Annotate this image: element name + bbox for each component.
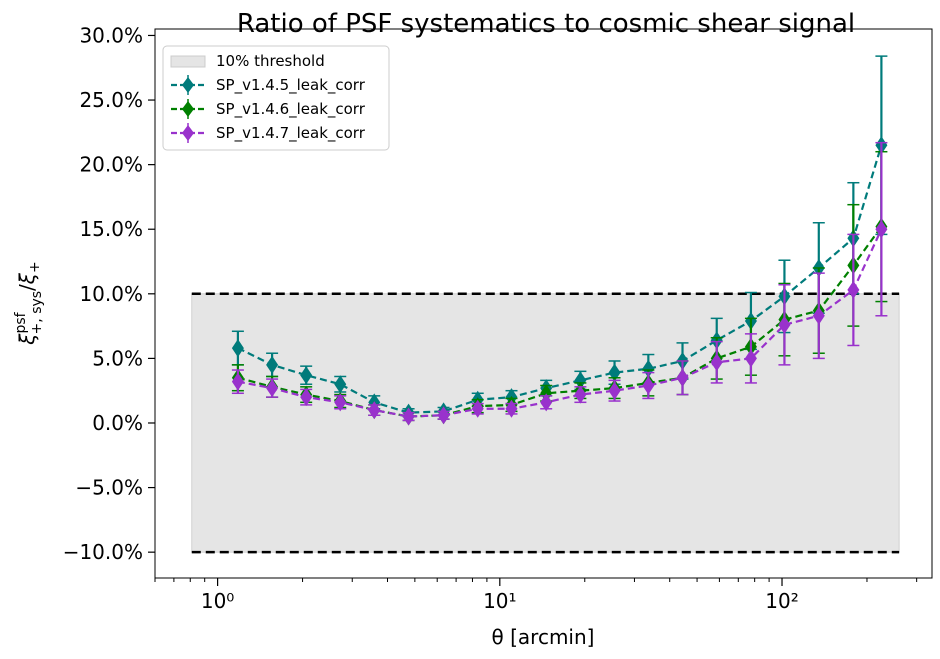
data-point [574,385,587,404]
y-tick-label: 20.0% [79,153,143,177]
y-tick-label: 15.0% [79,217,143,241]
data-point [642,376,655,395]
data-point [368,401,381,420]
data-point [505,399,518,418]
legend-threshold-swatch [170,55,206,68]
legend-marker-swatch [182,101,194,117]
threshold-band [191,293,900,553]
y-tick-label: 10.0% [79,282,143,306]
data-point [676,368,689,387]
x-axis: 10⁰ 10¹ 10² [154,578,918,613]
data-point [231,372,244,391]
legend-label: 10% threshold [216,52,325,70]
y-tick-label: 0.0% [92,411,143,435]
data-point [744,349,757,368]
axes-frame [154,28,933,579]
y-axis-label: ξpsf+, sys/ξ+ [13,261,45,345]
y-tick-label: 30.0% [79,23,143,47]
data-point [608,381,621,400]
series-line [237,228,883,418]
legend-label: SP_v1.4.7_leak_corr [216,124,366,143]
data-point [471,399,484,418]
data-point [778,315,791,334]
data-point [540,393,553,412]
x-axis-label: θ [arcmin] [492,625,595,649]
x-tick-label: 10⁰ [201,589,234,613]
legend-label: SP_v1.4.5_leak_corr [216,76,366,95]
data-point [231,339,244,358]
series-line [237,144,883,414]
y-tick-label: 5.0% [92,346,143,370]
x-tick-label: 10² [765,589,798,613]
y-axis-label-text: ξpsf+, sys/ξ+ [13,261,45,345]
legend-label: SP_v1.4.6_leak_corr [216,100,366,119]
data-point [710,353,723,372]
legend: 10% threshold SP_v1.4.5_leak_corr SP_v1.4.… [162,45,390,151]
legend-marker-swatch [182,125,194,141]
data-point [266,355,279,374]
data-point [402,407,415,426]
y-tick-label: −5.0% [75,476,143,500]
y-tick-label: −10.0% [63,540,143,564]
y-axis: 30.0% 25.0% 20.0% 15.0% 10.0% 5.0% 0.0% −5.0% −1… [63,23,155,564]
plot-area [191,55,900,554]
legend-box [162,45,390,151]
data-point [334,393,347,412]
data-point [574,371,587,390]
x-tick-label: 10¹ [483,589,516,613]
chart-title: Ratio of PSF systematics to cosmic shear… [237,9,855,39]
data-point [540,384,553,403]
data-point [300,366,313,385]
data-point [334,375,347,394]
y-tick-label: 25.0% [79,88,143,112]
data-point [875,220,888,239]
data-point [812,306,825,325]
legend-marker-swatch [182,77,194,93]
data-point [847,280,860,299]
data-point [300,388,313,407]
series-SP_v1.4.7_leak_corr [231,141,888,426]
data-point [266,379,279,398]
data-point [437,406,450,425]
